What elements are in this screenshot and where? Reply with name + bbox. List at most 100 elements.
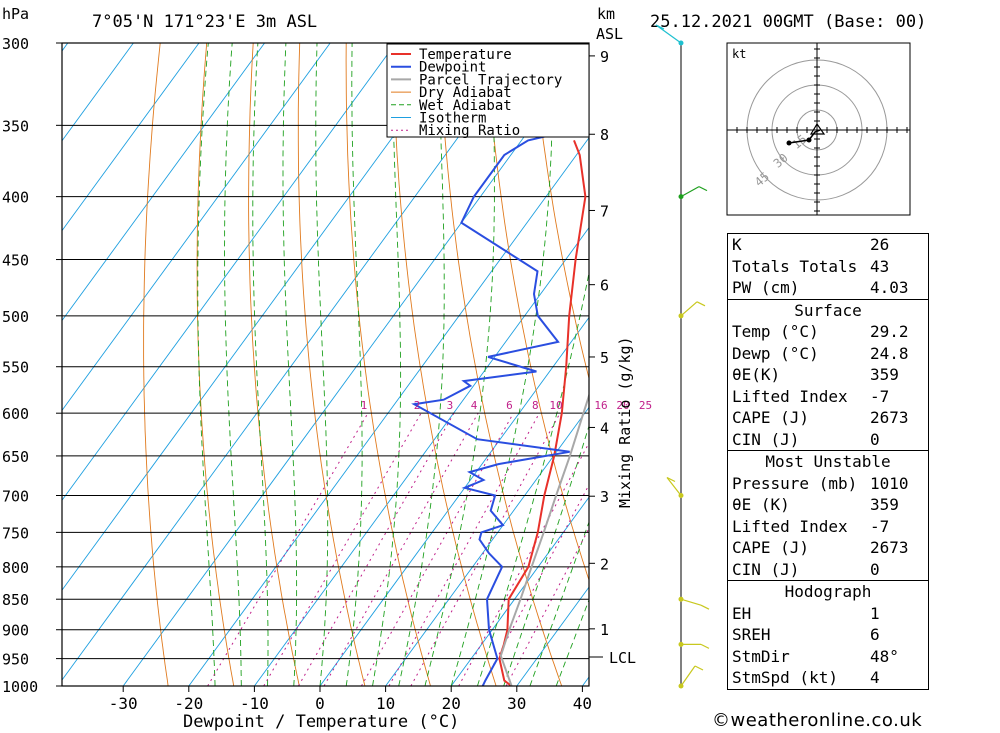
legend-box bbox=[386, 43, 590, 138]
mixing-ratio-line bbox=[360, 412, 514, 686]
wind-barb-flag bbox=[700, 643, 710, 649]
pressure-tick-label: 950 bbox=[2, 651, 29, 669]
km-tick-label: 7 bbox=[600, 202, 609, 220]
mixing-ratio-tick-label: 20 bbox=[616, 399, 629, 412]
wind-barb-flag bbox=[694, 665, 704, 671]
wind-barb bbox=[680, 186, 700, 198]
surface-cin-value: 0 bbox=[870, 429, 880, 449]
mu-cin-value: 0 bbox=[870, 559, 880, 579]
isotherm-line bbox=[62, 43, 200, 232]
stmspd-label: StmSpd (kt) bbox=[732, 668, 838, 687]
isotherm-line bbox=[188, 137, 589, 686]
mu-cape-value: 2673 bbox=[870, 538, 909, 557]
km-tick-label: 4 bbox=[600, 419, 609, 437]
dewpoint-line bbox=[411, 125, 589, 686]
pressure-tick-label: 300 bbox=[2, 35, 29, 53]
pressure-tick-label: 350 bbox=[2, 117, 29, 135]
hodograph-point bbox=[786, 140, 792, 146]
mu-cin-label: CIN (J) bbox=[732, 559, 800, 579]
wind-barb-flag bbox=[700, 604, 710, 610]
temperature-tick-label: 10 bbox=[376, 694, 395, 713]
pressure-tick-label: 900 bbox=[2, 622, 29, 640]
mixing-ratio-axis-label: Mixing Ratio (g/kg) bbox=[616, 336, 634, 508]
wet-adiabat-line bbox=[555, 598, 589, 686]
dry-adiabat-line bbox=[951, 43, 1000, 686]
stmdir-label: StmDir bbox=[732, 646, 790, 666]
surface-temp-value: 29.2 bbox=[870, 322, 909, 341]
isotherm-line bbox=[122, 47, 589, 686]
mixing-ratio-tick-label: 25 bbox=[639, 399, 652, 412]
wet-adiabat-line bbox=[424, 43, 495, 686]
mixing-ratio-tick-label: 6 bbox=[506, 399, 513, 412]
hodograph-point bbox=[806, 137, 812, 143]
isotherm-line bbox=[62, 43, 528, 681]
credit-link[interactable]: ©weatheronline.co.uk bbox=[712, 710, 923, 731]
isotherm-line bbox=[450, 496, 589, 686]
surface-dewp-value: 24.8 bbox=[870, 343, 909, 363]
mixing-ratio-tick-label: 3 bbox=[447, 399, 454, 412]
datetime-label: 25.12.2021 00GMT (Base: 00) bbox=[650, 12, 926, 32]
wind-barb bbox=[680, 301, 698, 317]
km-tick-label: 1 bbox=[600, 621, 609, 639]
pressure-tick-label: 650 bbox=[2, 448, 29, 466]
pressure-tick-label: 750 bbox=[2, 524, 29, 542]
wet-adiabat-line bbox=[529, 520, 589, 686]
dry-adiabat-line bbox=[297, 43, 366, 686]
mu-li-label: Lifted Index bbox=[732, 516, 848, 536]
mixing-ratio-tick-label: 10 bbox=[549, 399, 562, 412]
k-index-value: 26 bbox=[870, 235, 890, 254]
wind-barb-flag bbox=[655, 24, 665, 30]
km-tick-label: 2 bbox=[600, 555, 609, 573]
wind-profile bbox=[655, 24, 710, 689]
legend-label: Wet Adiabat bbox=[419, 98, 512, 114]
wet-adiabat-line bbox=[476, 270, 589, 686]
dry-adiabat-line bbox=[143, 43, 169, 686]
wind-barb bbox=[680, 598, 702, 606]
legend-label: Mixing Ratio bbox=[419, 123, 520, 139]
km-tick-label: 9 bbox=[600, 48, 609, 66]
pressure-tick-label: 700 bbox=[2, 488, 29, 506]
temperature-tick-label: 0 bbox=[315, 694, 325, 713]
hodograph-trace bbox=[788, 129, 821, 144]
legend-label: Dewpoint bbox=[419, 60, 486, 76]
mu-li-value: -7 bbox=[870, 516, 890, 536]
dry-adiabat-line bbox=[196, 43, 235, 686]
hpa-unit: hPa bbox=[2, 5, 29, 23]
temperature-tick-label: -20 bbox=[174, 694, 203, 713]
legend-label: Isotherm bbox=[419, 111, 486, 127]
totals-totals-value: 43 bbox=[870, 256, 890, 276]
surface-temp-label: Temp (°C) bbox=[732, 322, 819, 341]
plot-frame bbox=[61, 42, 590, 687]
mixing-ratio-tick-label: 2 bbox=[414, 399, 421, 412]
pw-label: PW (cm) bbox=[732, 278, 800, 297]
km-tick-label: 3 bbox=[600, 488, 609, 506]
legend-label: Dry Adiabat bbox=[419, 85, 512, 101]
parcel-trajectory-line bbox=[499, 392, 589, 686]
wet-adiabat-line bbox=[252, 43, 269, 686]
mu-theta-label: θE (K) bbox=[732, 495, 790, 514]
wind-barb bbox=[655, 24, 682, 44]
mixing-ratio-tick-label: 8 bbox=[532, 399, 539, 412]
isotherm-line bbox=[254, 226, 589, 686]
mixing-ratio-line bbox=[388, 412, 540, 686]
sreh-value: 6 bbox=[870, 625, 880, 644]
mixing-ratio-line bbox=[298, 412, 455, 686]
lcl-label: LCL bbox=[609, 649, 636, 667]
mixing-ratio-tick-label: 4 bbox=[471, 399, 478, 412]
wind-barb-flag bbox=[666, 476, 676, 483]
pressure-tick-label: 1000 bbox=[2, 678, 38, 696]
pressure-tick-label: 800 bbox=[2, 559, 29, 577]
dry-adiabat-line bbox=[531, 43, 589, 381]
legend-label: Temperature bbox=[419, 47, 512, 63]
surface-title: Surface bbox=[794, 300, 862, 320]
dry-adiabat-line bbox=[345, 43, 431, 686]
pressure-tick-label: 400 bbox=[2, 189, 29, 207]
km-tick-label: 5 bbox=[600, 349, 609, 367]
profile-lines bbox=[411, 125, 589, 686]
isotherm-line bbox=[62, 43, 265, 322]
indices-table: K 26 Totals Totals 43 PW (cm) 4.03 Surface … bbox=[727, 233, 929, 690]
eh-value: 1 bbox=[870, 603, 880, 623]
surface-cin-label: CIN (J) bbox=[732, 429, 800, 449]
